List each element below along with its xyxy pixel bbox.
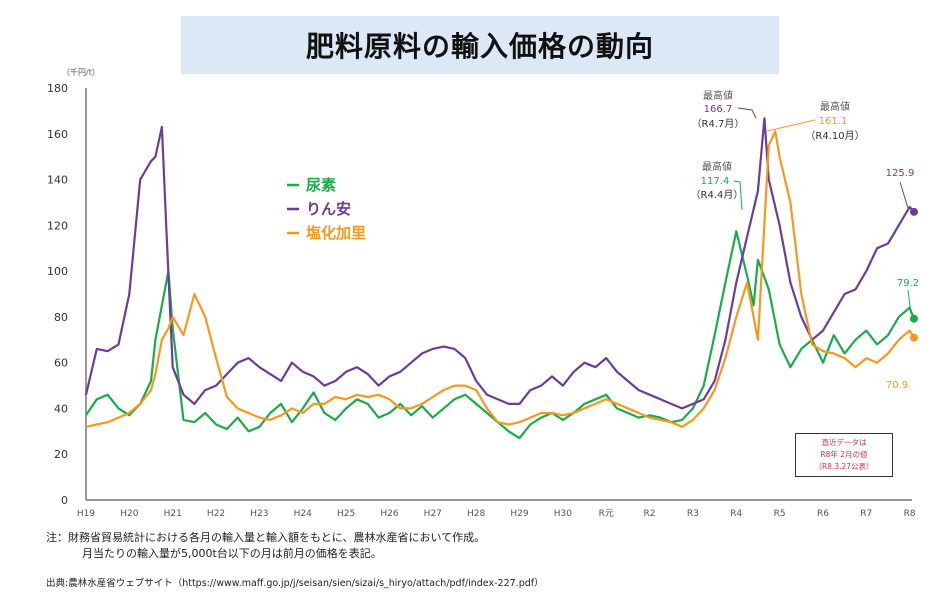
x-tick-label: H21 <box>164 509 182 519</box>
series-lines <box>84 117 918 440</box>
x-tick-label: H20 <box>120 509 138 519</box>
x-tick-label: R5 <box>774 509 786 519</box>
x-tick-label: H25 <box>337 509 355 519</box>
x-tick-label: H22 <box>207 509 225 519</box>
y-axis-unit-label: （千円/t） <box>62 67 100 77</box>
x-tick-label: H24 <box>294 509 312 519</box>
y-tick-label: 160 <box>47 128 68 141</box>
annotation-max-value: 117.4 <box>701 176 730 187</box>
x-tick-label: H19 <box>77 509 95 519</box>
y-tick-label: 80 <box>54 311 68 324</box>
latest-data-note: 直近データは R8年 2月の値 （R8.3.27公表） <box>795 433 893 477</box>
annotation-leader-line <box>733 180 743 211</box>
y-tick-label: 120 <box>47 219 68 232</box>
series-line-りん安 <box>84 117 915 410</box>
legend-label: 塩化加里 <box>306 224 366 242</box>
y-tick-label: 40 <box>54 402 68 415</box>
annotation-leader-line <box>766 119 816 132</box>
y-tick-label: 20 <box>54 448 68 461</box>
series-end-marker <box>909 207 918 216</box>
footnote-line-1: 注：財務省貿易統計における各月の輸入量と輸入額をもとに、農林水産省において作成。 <box>46 531 486 544</box>
annotation-leader-line <box>899 181 909 209</box>
annotation-latest-value: 70.9 <box>886 380 908 391</box>
x-tick-label: H26 <box>380 509 398 519</box>
y-tick-label: 0 <box>61 494 68 507</box>
annotation-max-label: 最高値 <box>703 89 733 102</box>
annotation-max-label: 最高値 <box>702 160 732 173</box>
annotation-max-value: 166.7 <box>704 104 733 115</box>
x-tick-label: H23 <box>250 509 268 519</box>
annotation-max-value: 161.1 <box>819 116 848 127</box>
note-line-3: （R8.3.27公表） <box>814 462 874 471</box>
x-tick-label: H30 <box>554 509 572 519</box>
annotation-max-date: （R4.4月） <box>691 189 744 201</box>
legend-label: 尿素 <box>306 176 336 194</box>
x-tick-label: R3 <box>687 509 699 519</box>
x-tick-label: R6 <box>817 509 829 519</box>
annotation-max-date: （R4.10月） <box>805 130 864 142</box>
annotations: 最高値 166.7 （R4.7月） 最高値 161.1 （R4.10月） 最高値 117.4 （… <box>691 89 920 391</box>
annotation-max-label: 最高値 <box>820 100 850 113</box>
x-tick-label: R2 <box>644 509 656 519</box>
x-tick-label: R4 <box>730 509 742 519</box>
x-tick-label: H29 <box>510 509 528 519</box>
x-tick-label: R7 <box>860 509 872 519</box>
annotation-max-date: （R4.7月） <box>692 118 745 130</box>
y-tick-label: 180 <box>47 82 68 95</box>
annotation-latest-value: 79.2 <box>897 278 919 289</box>
legend-label: りん安 <box>306 200 351 218</box>
axes: （千円/t） 0 20 40 60 80 100 120 140 160 180 H19 H20 H21 H… <box>47 67 916 519</box>
note-line-1: 直近データは <box>821 438 867 447</box>
x-tick-label: H27 <box>424 509 442 519</box>
y-tick-label: 60 <box>54 357 68 370</box>
footnote-line-2: 月当たりの輸入量が5,000t台以下の月は前月の価格を表記。 <box>82 547 382 560</box>
y-tick-label: 100 <box>47 265 68 278</box>
chart-title: 肥料原料の輸入価格の動向 <box>305 30 654 63</box>
x-tick-label: R8 <box>904 509 916 519</box>
source-citation: 出典:農林水産省ウェブサイト（https://www.maff.go.jp/j/… <box>46 578 544 589</box>
x-tick-label: H28 <box>467 509 485 519</box>
annotation-latest-value: 125.9 <box>886 168 915 179</box>
annotation-leader-line <box>907 289 912 315</box>
note-line-2: R8年 2月の値 <box>820 450 868 459</box>
series-end-marker <box>909 314 918 323</box>
annotation-leader-line <box>737 107 757 119</box>
series-line-塩化加里 <box>85 130 915 428</box>
footnotes: 注：財務省貿易統計における各月の輸入量と輸入額をもとに、農林水産省において作成。… <box>46 530 485 562</box>
series-end-marker <box>909 333 918 342</box>
y-tick-label: 140 <box>47 174 68 187</box>
x-tick-label: R元 <box>599 509 614 519</box>
title-banner: 肥料原料の輸入価格の動向 <box>181 16 779 74</box>
